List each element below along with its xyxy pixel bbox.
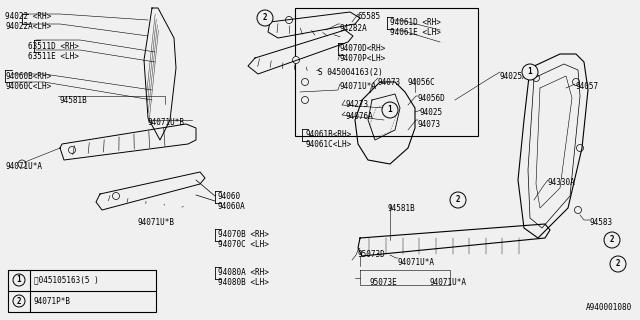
Circle shape [573,78,579,85]
Text: 94056D: 94056D [418,94,445,103]
Text: 2: 2 [17,297,21,306]
Text: 2: 2 [610,236,614,244]
Text: 1: 1 [528,68,532,76]
Text: 94071P*B: 94071P*B [34,297,71,306]
Text: 94073: 94073 [418,120,441,129]
Circle shape [577,145,584,151]
Text: 94071U*A: 94071U*A [340,82,377,91]
Circle shape [285,17,292,23]
Circle shape [301,97,308,103]
Circle shape [532,75,540,82]
Text: 95073D: 95073D [358,250,386,259]
Circle shape [257,10,273,26]
Circle shape [610,256,626,272]
Text: 94022 <RH>: 94022 <RH> [5,12,51,21]
Circle shape [301,78,308,85]
Text: 94076A: 94076A [345,112,372,121]
Text: 94070C <LH>: 94070C <LH> [218,240,269,249]
Circle shape [382,102,398,118]
Text: Ⓞ045105163(5 ): Ⓞ045105163(5 ) [34,276,99,284]
Text: 1: 1 [17,276,21,284]
Text: 94070B <RH>: 94070B <RH> [218,230,269,239]
Text: 94060A: 94060A [218,202,246,211]
Circle shape [450,192,466,208]
Text: 94273: 94273 [345,100,368,109]
Circle shape [18,160,26,168]
Circle shape [604,232,620,248]
Text: 94071U*A: 94071U*A [5,162,42,171]
Text: A940001080: A940001080 [586,303,632,312]
Text: 94061C<LH>: 94061C<LH> [305,140,351,149]
Text: 94022A<LH>: 94022A<LH> [5,22,51,31]
Circle shape [113,193,120,199]
Text: 94061B<RH>: 94061B<RH> [305,130,351,139]
Circle shape [68,147,76,154]
Text: 94583: 94583 [590,218,613,227]
Text: 63511E <LH>: 63511E <LH> [28,52,79,61]
Text: 2: 2 [456,196,460,204]
Text: 94071U*B: 94071U*B [148,118,185,127]
Text: 94071U*A: 94071U*A [398,258,435,267]
Circle shape [292,57,300,63]
Text: 94080A <RH>: 94080A <RH> [218,268,269,277]
Text: 94073: 94073 [378,78,401,87]
Text: 94330A: 94330A [548,178,576,187]
Circle shape [13,295,25,307]
Text: 94060: 94060 [218,192,241,201]
Text: 94282A: 94282A [340,24,368,33]
Text: 2: 2 [262,13,268,22]
Circle shape [13,274,25,286]
Text: 63511D <RH>: 63511D <RH> [28,42,79,51]
Text: 94071U*B: 94071U*B [138,218,175,227]
Text: 94080B <LH>: 94080B <LH> [218,278,269,287]
Text: 95073E: 95073E [370,278,397,287]
Circle shape [456,196,464,204]
Text: 94071U*A: 94071U*A [430,278,467,287]
Text: S 045004163(2): S 045004163(2) [318,68,383,77]
Text: 65585: 65585 [358,12,381,21]
Bar [8,270,156,312]
Text: 94070D<RH>: 94070D<RH> [340,44,387,53]
Text: 94061E <LH>: 94061E <LH> [390,28,441,37]
Text: 94025A: 94025A [500,72,528,81]
Text: 94061D <RH>: 94061D <RH> [390,18,441,27]
Text: 1: 1 [388,106,392,115]
Text: 94581B: 94581B [388,204,416,213]
Text: 2: 2 [616,260,620,268]
Circle shape [575,206,582,213]
Bar [295,8,478,136]
Text: 94060B<RH>: 94060B<RH> [5,72,51,81]
Text: 94056C: 94056C [408,78,436,87]
Text: 94060C<LH>: 94060C<LH> [5,82,51,91]
Circle shape [522,64,538,80]
Text: 94025: 94025 [420,108,443,117]
Text: 94070P<LH>: 94070P<LH> [340,54,387,63]
Text: 94581B: 94581B [60,96,88,105]
Text: 94057: 94057 [575,82,598,91]
